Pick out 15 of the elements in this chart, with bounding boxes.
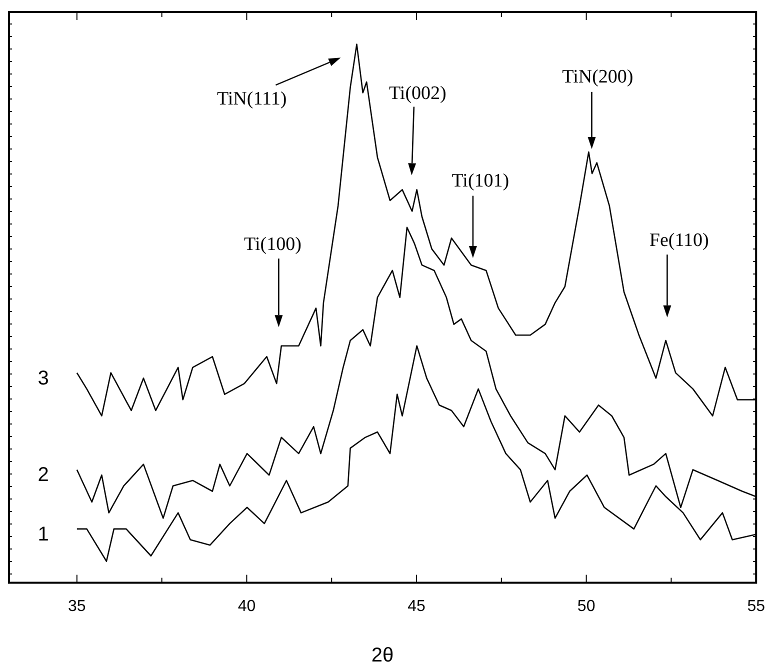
x-tick-label: 55 (747, 598, 766, 615)
x-tick-label: 40 (238, 598, 256, 615)
legend-label: 1 (38, 523, 49, 546)
legend-label: 2 (38, 464, 49, 486)
x-tick-label: 45 (408, 598, 426, 615)
annotation: TiN(111) (216, 88, 287, 110)
x-tick-label: 50 (577, 598, 596, 615)
annotation: Ti(002) (388, 83, 446, 104)
annotation: Ti(101) (452, 170, 510, 192)
annotation: Fe(110) (649, 230, 709, 251)
annotation: Ti(100) (244, 234, 302, 255)
x-axis-title: 2θ (371, 644, 394, 667)
annotation: TiN(200) (562, 66, 634, 88)
legend-label: 3 (38, 367, 49, 390)
x-tick-label: 35 (68, 598, 86, 615)
